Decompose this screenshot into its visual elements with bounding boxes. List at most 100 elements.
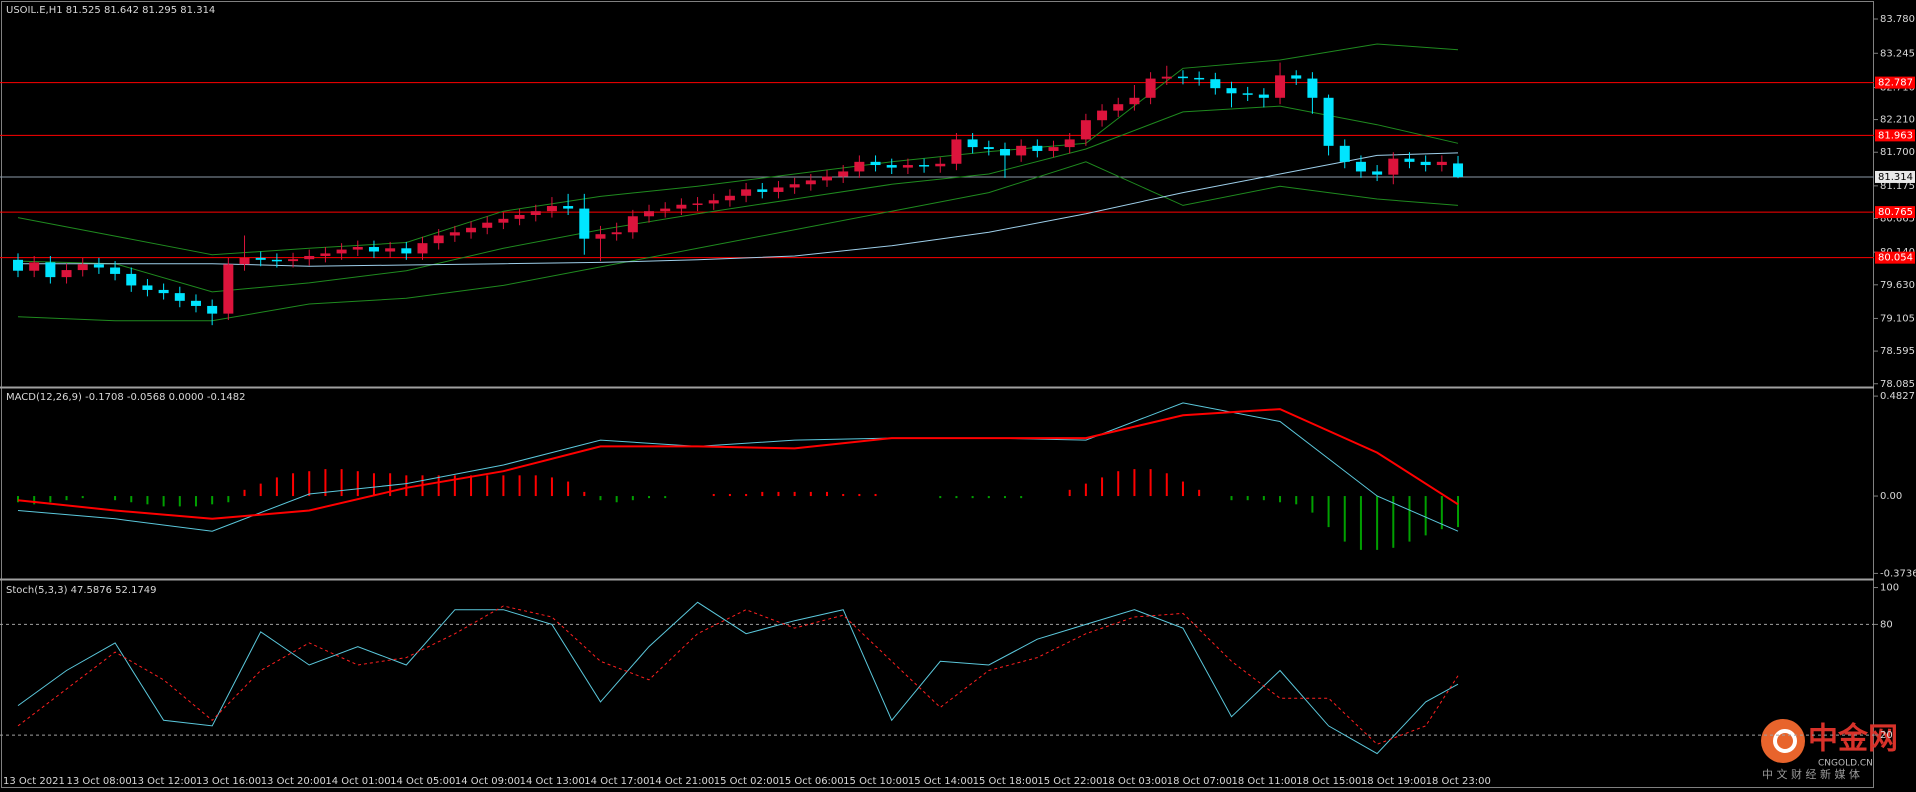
candle-body — [919, 165, 930, 167]
candle-body — [158, 289, 169, 294]
candle-body — [29, 262, 40, 271]
x-tick-label: 18 Oct 23:00 — [1426, 776, 1491, 787]
candle-body — [1210, 79, 1221, 89]
candle-body — [854, 161, 865, 172]
level-label-box — [1875, 206, 1915, 219]
y-tick-label: 83.245 — [1880, 48, 1915, 59]
candle-body — [1016, 145, 1027, 156]
candle-body — [288, 259, 299, 262]
candle-body — [1048, 147, 1059, 151]
candle-body — [190, 300, 201, 306]
x-tick-label: 13 Oct 20:00 — [261, 776, 326, 787]
x-tick-label: 18 Oct 15:00 — [1296, 776, 1361, 787]
candle-body — [563, 206, 574, 209]
level-label: 82.787 — [1878, 78, 1913, 89]
candle-body — [627, 216, 638, 233]
y-tick-label: 80.665 — [1880, 214, 1915, 225]
x-tick-label: 18 Oct 19:00 — [1361, 776, 1426, 787]
x-tick-label: 15 Oct 02:00 — [714, 776, 779, 787]
candle-body — [368, 247, 379, 252]
candle-body — [93, 264, 104, 268]
candle-body — [1097, 110, 1108, 121]
y-tick-label: 81.175 — [1880, 181, 1915, 192]
y-tick-label: 79.630 — [1880, 280, 1915, 291]
candle-body — [789, 184, 800, 188]
candle-body — [352, 247, 363, 250]
candle-body — [983, 147, 994, 150]
candle-body — [1242, 93, 1253, 95]
x-tick-label: 18 Oct 11:00 — [1232, 776, 1297, 787]
candle-body — [757, 189, 768, 192]
logo-mark — [1761, 719, 1805, 763]
candle-body — [207, 305, 218, 314]
candle-body — [255, 257, 266, 260]
x-tick-label: 15 Oct 14:00 — [908, 776, 973, 787]
candle-body — [999, 149, 1010, 156]
level-label-box — [1875, 251, 1915, 264]
candle-body — [482, 222, 493, 228]
main-title: USOIL.E,H1 81.525 81.642 81.295 81.314 — [6, 5, 215, 16]
candle-body — [1129, 97, 1140, 105]
candle-body — [724, 195, 735, 201]
candle-body — [1323, 97, 1334, 146]
candle-body — [223, 264, 234, 314]
candle-body — [1177, 76, 1188, 79]
candle-body — [1080, 120, 1091, 140]
candle-body — [1032, 145, 1043, 151]
candle-body — [1453, 163, 1464, 177]
candle-body — [126, 273, 137, 286]
x-tick-label: 14 Oct 09:00 — [455, 776, 520, 787]
level-label: 81.963 — [1878, 130, 1913, 141]
y-tick-label: 81.700 — [1880, 147, 1915, 158]
candle-body — [692, 203, 703, 205]
indicator-line — [17, 601, 1459, 755]
candle-body — [514, 214, 525, 219]
candle-body — [61, 270, 72, 278]
candle-body — [433, 235, 444, 244]
candle-body — [1161, 76, 1172, 79]
x-tick-label: 14 Oct 13:00 — [520, 776, 585, 787]
candle-body — [773, 187, 784, 192]
candle-body — [1258, 94, 1269, 98]
logo-name: 中金网 — [1808, 722, 1898, 757]
x-tick-label: 18 Oct 03:00 — [1102, 776, 1167, 787]
x-tick-label: 15 Oct 22:00 — [1037, 776, 1102, 787]
candle-body — [401, 248, 412, 254]
candle-body — [1388, 158, 1399, 175]
x-tick-label: 14 Oct 17:00 — [584, 776, 649, 787]
candle-body — [611, 232, 622, 235]
candle-body — [805, 180, 816, 185]
candle-body — [870, 161, 881, 166]
candle-body — [886, 165, 897, 168]
candle-body — [741, 189, 752, 196]
y-tick-label: 20 — [1880, 730, 1893, 741]
candle-body — [838, 171, 849, 177]
indicator-line — [17, 408, 1459, 520]
level-label: 80.765 — [1878, 207, 1913, 218]
candle-body — [676, 204, 687, 209]
watermark: 中金网 CNGOLD.CN 中 文 财 经 新 媒 体 — [1761, 719, 1898, 781]
candle-body — [951, 139, 962, 164]
candle-body — [13, 259, 23, 271]
candle-body — [822, 176, 832, 181]
x-tick-label: 15 Oct 06:00 — [778, 776, 843, 787]
x-tick-label: 14 Oct 05:00 — [390, 776, 455, 787]
candle-body — [967, 139, 978, 148]
y-tick-label: 80 — [1880, 619, 1893, 630]
x-tick-label: 14 Oct 21:00 — [649, 776, 714, 787]
candle-body — [466, 227, 477, 233]
candle-body — [1372, 171, 1383, 175]
candle-body — [271, 259, 282, 262]
last-price-box — [1875, 170, 1915, 183]
logo-tagline: 中 文 财 经 新 媒 体 — [1762, 767, 1860, 781]
logo-site: CNGOLD.CN — [1818, 759, 1873, 769]
candle-body — [1291, 75, 1302, 79]
y-tick-label: 0.4827 — [1880, 391, 1915, 402]
frame — [1, 1, 1874, 788]
candle-body — [595, 234, 606, 239]
y-tick-label: 100 — [1880, 583, 1899, 594]
y-tick-label: 79.105 — [1880, 313, 1915, 324]
